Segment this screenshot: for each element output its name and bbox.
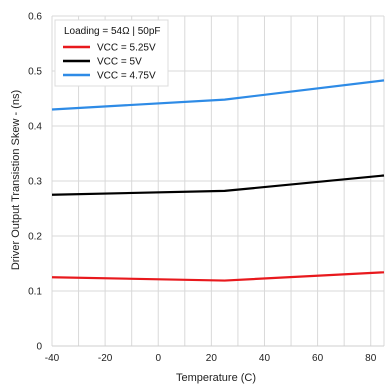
series-line-1 (51, 174, 385, 196)
series-line-0 (51, 271, 385, 282)
x-tick-label: 20 (206, 353, 218, 364)
x-tick-label: 80 (365, 353, 377, 364)
legend-title: Loading = 54Ω | 50pF (64, 26, 161, 37)
series-line-2 (51, 79, 385, 111)
x-axis-title: Temperature (C) (176, 372, 256, 384)
y-tick-label: 0.3 (28, 177, 42, 188)
x-tick-label: -20 (98, 353, 113, 364)
y-tick-labels: 0 0.1 0.2 0.3 0.4 0.5 0.6 (28, 12, 42, 353)
y-tick-label: 0.1 (28, 287, 42, 298)
y-axis-title: Driver Output Transistion Skew - (ns) (10, 90, 22, 270)
x-tick-label: 60 (312, 353, 324, 364)
legend-label: VCC = 4.75V (97, 71, 156, 82)
legend-items: VCC = 5.25V VCC = 5V VCC = 4.75V (63, 43, 156, 82)
x-tick-label: 0 (155, 353, 161, 364)
y-tick-label: 0 (36, 342, 42, 353)
legend: Loading = 54Ω | 50pF VCC = 5.25V VCC = 5V… (54, 19, 169, 87)
legend-label: VCC = 5V (97, 57, 142, 68)
x-tick-label: -40 (45, 353, 60, 364)
x-tick-label: 40 (259, 353, 271, 364)
y-tick-label: 0.4 (28, 122, 42, 133)
legend-label: VCC = 5.25V (97, 43, 156, 54)
x-tick-labels: -40 -20 0 20 40 60 80 (45, 353, 377, 364)
series-lines (51, 79, 385, 282)
y-tick-label: 0.2 (28, 232, 42, 243)
y-tick-label: 0.6 (28, 12, 42, 23)
y-tick-label: 0.5 (28, 67, 42, 78)
